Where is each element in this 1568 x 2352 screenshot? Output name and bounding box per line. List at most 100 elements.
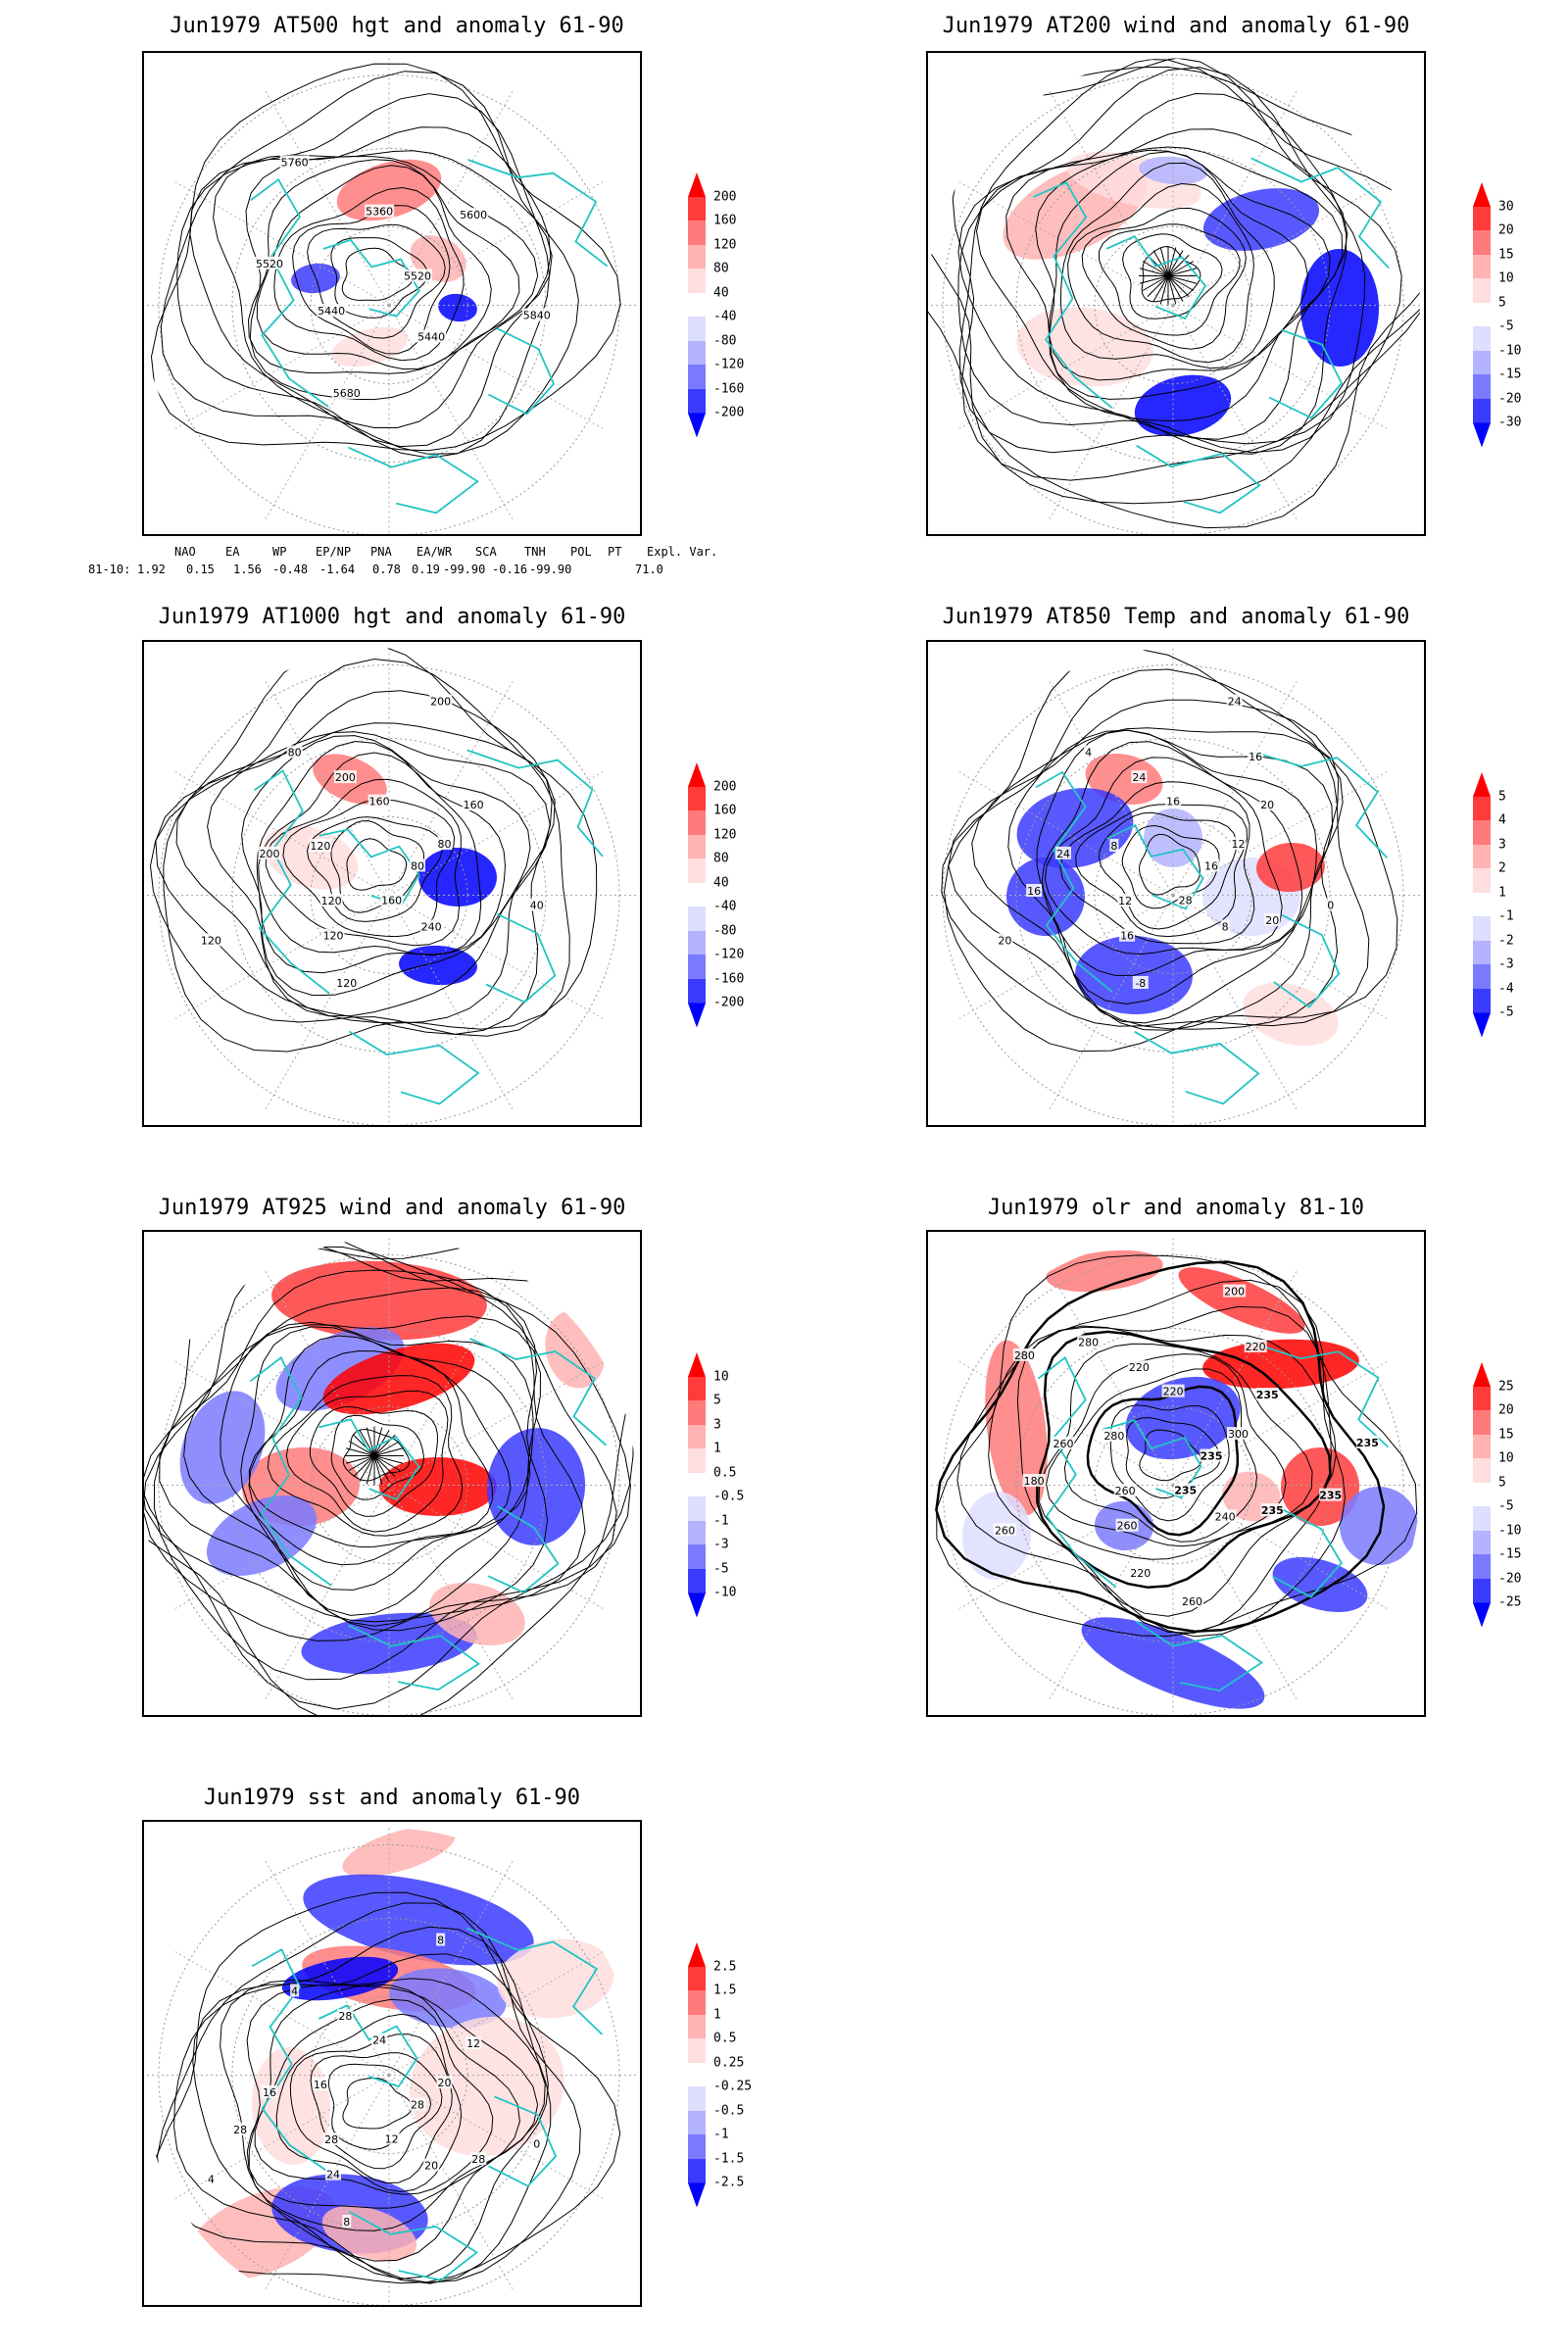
- contour-line: [245, 155, 539, 401]
- colorbar-label: -160: [713, 971, 745, 987]
- contour-label-bg: [317, 304, 347, 318]
- colorbar-label: -120: [713, 947, 745, 962]
- teleconnection-index-table: NAO EA WP EP/NP PNA EA/WR SCA TNH POL PT…: [88, 545, 717, 584]
- streamline-spoke: [1167, 275, 1198, 284]
- negative-anomaly-area: [1016, 788, 1134, 868]
- streamline-spoke: [348, 1455, 375, 1471]
- streamline: [183, 1315, 542, 1627]
- contour-label-bg: [323, 2132, 340, 2146]
- coastline: [487, 1505, 560, 1593]
- contour-label: 220: [1163, 1386, 1184, 1398]
- panel-title: Jun1979 olr and anomaly 81-10: [987, 1196, 1365, 1220]
- colorbar: 200 160 120 80 40 -40 -80 -120 -160 -200: [688, 762, 744, 1028]
- meridian-line: [265, 895, 390, 1109]
- colorbar-segment: [688, 1544, 706, 1570]
- negative-anomaly-area: [1134, 374, 1232, 437]
- colorbar-label: -15: [1498, 1546, 1522, 1562]
- colorbar-label: -40: [713, 899, 737, 914]
- streamline-spoke: [1167, 250, 1184, 276]
- streamline-spoke: [1142, 261, 1169, 276]
- streamline-spoke: [1167, 254, 1190, 276]
- contour-line: [160, 71, 579, 455]
- colorbar-segment: [1473, 1410, 1491, 1436]
- meridian-line: [1172, 305, 1298, 519]
- value-sca: 0.19: [412, 563, 440, 576]
- contour-label: 16: [1166, 796, 1180, 808]
- meridian-line: [388, 2075, 514, 2289]
- streamline-spoke: [1159, 275, 1169, 305]
- contour-label-bg: [1131, 770, 1148, 784]
- colorbar-label: 40: [713, 875, 729, 891]
- streamline-spoke: [373, 1427, 383, 1456]
- colorbar-segment: [688, 1003, 706, 1028]
- colorbar-label: -80: [713, 333, 737, 349]
- coastline: [1135, 1620, 1264, 1692]
- colorbar-segment: [688, 244, 706, 270]
- colorbar-label: -80: [713, 923, 737, 939]
- contour-line: [163, 648, 598, 1053]
- contour-label-bg: [1119, 928, 1136, 942]
- contour-label-bg: [1319, 1488, 1343, 1501]
- contour-label-bg: [528, 898, 545, 911]
- colorbar-label: -1: [1498, 908, 1514, 924]
- colorbar-label: 80: [713, 851, 729, 866]
- meridian-line: [265, 1485, 390, 1699]
- colorbar-segment: [1473, 1362, 1491, 1388]
- contour-label: 0: [533, 2138, 540, 2151]
- contour-line: [220, 1978, 546, 2262]
- polar-map: 235 260 220 240 260 235 220 280 235 260 200 235 280 3…: [928, 1238, 1420, 1715]
- contour-label: 24: [1056, 848, 1070, 860]
- colorbar-segment: [688, 906, 706, 932]
- coastline: [348, 1624, 481, 1691]
- contour-label: 235: [1319, 1490, 1342, 1502]
- contour-line: [1036, 1330, 1332, 1590]
- contour-label-bg: [1113, 1484, 1137, 1497]
- contour-label: 12: [385, 2132, 399, 2145]
- contour-label: 12: [466, 2037, 480, 2050]
- colorbar-segment: [688, 365, 706, 390]
- contour-line: [1038, 1343, 1313, 1560]
- streamline: [144, 1269, 586, 1623]
- streamline: [1035, 149, 1331, 400]
- contour-label: 5520: [404, 270, 431, 283]
- contour-label-bg: [1264, 913, 1281, 927]
- contour-label: 280: [1078, 1336, 1099, 1348]
- contour-label-bg: [286, 745, 303, 759]
- colorbar-label: 15: [1498, 1427, 1514, 1443]
- colorbar-label: 120: [713, 237, 737, 253]
- contour-line: [289, 2034, 453, 2184]
- colorbar-label: 1.5: [713, 1983, 737, 1998]
- streamline-spoke: [1167, 275, 1177, 305]
- contour-label: 240: [421, 921, 442, 934]
- contour-label: 20: [1265, 914, 1279, 927]
- colorbar-segment: [1473, 230, 1491, 256]
- streamline-spoke: [1139, 268, 1169, 276]
- header-expl-var: Expl. Var.: [647, 545, 718, 559]
- colorbar-segment: [1473, 206, 1491, 231]
- contour-label: 80: [411, 860, 424, 873]
- contour-label-bg: [1230, 837, 1247, 851]
- contour-label: 24: [1228, 696, 1242, 709]
- panel-title: Jun1979 sst and anomaly 61-90: [203, 1786, 581, 1810]
- colorbar-segment: [688, 2134, 706, 2160]
- contour-line: [956, 1279, 1347, 1638]
- colorbar-segment: [688, 1448, 706, 1474]
- polar-map-frame: 16 12 16 8 24 20 -8 4 0 20 24 28 8 12 16 24 20 16 16: [926, 640, 1426, 1127]
- coastline: [348, 2211, 479, 2281]
- coastline: [253, 769, 330, 995]
- contour-label: 120: [310, 840, 330, 853]
- map-content: 5520 5440 5360 5440 5520 5600 5680 5760 5840: [144, 58, 636, 534]
- streamline-spoke: [366, 1427, 375, 1456]
- contour-label-bg: [466, 2036, 482, 2050]
- contour-line: [936, 1254, 1418, 1638]
- streamline: [240, 1326, 531, 1591]
- coastline: [1136, 444, 1261, 514]
- contour-label: 260: [1117, 1520, 1138, 1533]
- coastline: [249, 1356, 332, 1587]
- streamline: [1005, 146, 1344, 422]
- colorbar-segment: [1473, 1012, 1491, 1038]
- colorbar-segment: [688, 1990, 706, 2016]
- colorbar-label: -3: [1498, 956, 1514, 972]
- colorbar-label: 160: [713, 803, 737, 818]
- colorbar-label: -30: [1498, 415, 1522, 430]
